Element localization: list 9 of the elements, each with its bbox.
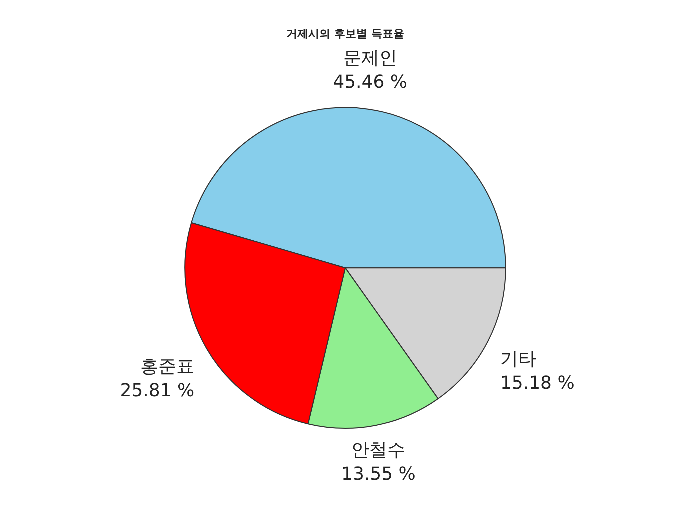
slice-label: 기타	[500, 348, 536, 370]
slice-label: 홍준표	[140, 356, 195, 378]
data-label: 15.18 %	[500, 372, 575, 394]
slice-label: 문제인	[343, 48, 398, 70]
data-label: 45.46 %	[333, 72, 408, 94]
chart-title: 거제시의 후보별 득표율	[286, 27, 404, 40]
slice-label: 안철수	[352, 440, 406, 461]
data-label: 25.81 %	[120, 380, 195, 402]
data-label: 13.55 %	[341, 464, 416, 485]
